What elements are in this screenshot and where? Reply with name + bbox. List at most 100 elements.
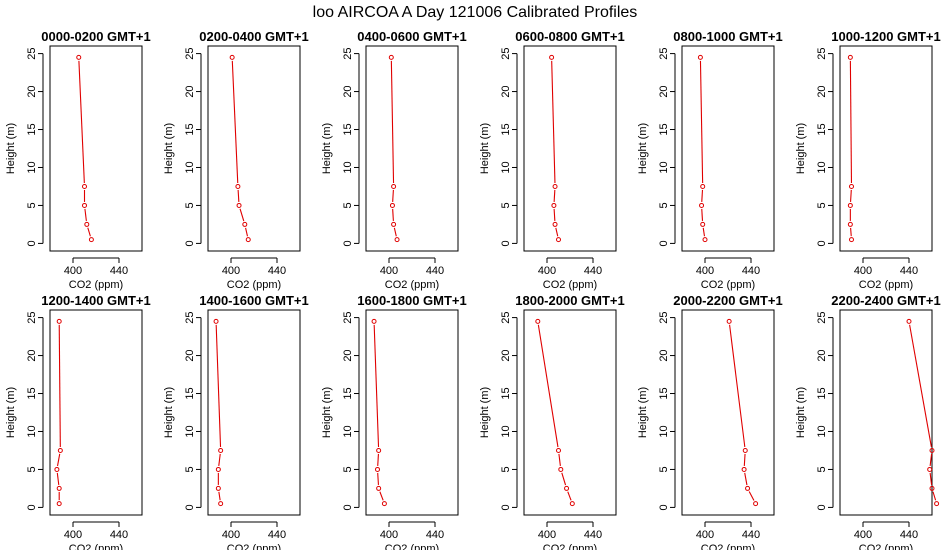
data-point — [218, 501, 224, 507]
panel-title: 1200-1400 GMT+1 — [41, 293, 150, 308]
y-axis-label: Height (m) — [795, 123, 807, 174]
y-tick-label: 0 — [342, 504, 354, 510]
data-point — [549, 54, 555, 60]
series-line-segment — [553, 189, 556, 202]
data-point — [82, 183, 87, 189]
y-tick-label: 25 — [26, 311, 38, 323]
data-point — [700, 221, 706, 227]
chart-panel-11: 2000-2200 GMT+1 0 5 10 15 20 25 Height (m) 400 44… — [637, 293, 783, 550]
x-axis-label: CO2 (ppm) — [227, 279, 281, 291]
data-point — [391, 221, 397, 227]
series-line-segment — [744, 472, 748, 486]
y-tick-label: 20 — [658, 349, 670, 361]
y-tick-label: 0 — [658, 504, 670, 510]
data-point — [245, 237, 251, 243]
data-point — [700, 183, 706, 189]
data-point — [381, 501, 387, 507]
y-axis-label: Height (m) — [163, 123, 175, 174]
y-tick-label: 15 — [500, 387, 512, 399]
x-axis-label: CO2 (ppm) — [859, 279, 913, 291]
y-tick-label: 5 — [658, 466, 670, 472]
plot-frame — [365, 309, 459, 516]
series-line-segment — [537, 324, 559, 448]
y-tick-label: 15 — [816, 123, 828, 135]
y-tick-label: 15 — [26, 387, 38, 399]
y-tick-label: 10 — [500, 161, 512, 173]
series-line-segment — [551, 60, 556, 183]
y-tick-label: 20 — [26, 85, 38, 97]
y-axis-label: Height (m) — [5, 123, 17, 174]
data-point — [388, 54, 394, 60]
panel-title: 1600-1800 GMT+1 — [357, 293, 466, 308]
x-tick-label: 400 — [538, 529, 556, 541]
series-line-segment — [245, 227, 249, 237]
data-point — [389, 202, 395, 208]
data-point — [934, 501, 940, 507]
x-tick-label: 400 — [222, 265, 240, 277]
data-point — [88, 237, 94, 243]
y-axis-label: Height (m) — [637, 387, 649, 438]
data-point — [376, 485, 382, 491]
chart-panel-12: 2200-2400 GMT+1 0 5 10 15 20 25 Height (m) 400 44… — [795, 293, 941, 550]
data-point — [745, 485, 751, 491]
series-line-segment — [377, 453, 379, 466]
panel-title: 0600-0800 GMT+1 — [515, 29, 624, 44]
y-tick-label: 5 — [184, 466, 196, 472]
data-point — [215, 485, 221, 491]
plot-frame — [839, 45, 933, 252]
data-point — [849, 237, 854, 243]
series-line-segment — [218, 453, 221, 467]
x-tick-label: 440 — [110, 529, 128, 541]
data-point — [84, 221, 90, 227]
y-axis-label: Height (m) — [321, 387, 333, 438]
data-point — [847, 54, 853, 60]
y-tick-label: 10 — [816, 161, 828, 173]
data-point — [556, 447, 561, 453]
series-line-segment — [932, 491, 937, 501]
data-point — [218, 447, 224, 453]
x-tick-label: 400 — [64, 265, 82, 277]
data-point — [236, 202, 242, 208]
y-tick-label: 0 — [658, 240, 670, 246]
x-axis-label: CO2 (ppm) — [859, 543, 913, 550]
y-tick-label: 25 — [658, 311, 670, 323]
y-axis-label: Height (m) — [795, 387, 807, 438]
series-line-segment — [215, 324, 222, 447]
y-tick-label: 25 — [500, 311, 512, 323]
x-tick-label: 440 — [584, 265, 602, 277]
data-point — [753, 501, 759, 507]
y-tick-label: 5 — [184, 202, 196, 208]
y-axis-label: Height (m) — [637, 123, 649, 174]
y-tick-label: 25 — [816, 311, 828, 323]
y-tick-label: 0 — [26, 240, 38, 246]
y-tick-label: 15 — [658, 387, 670, 399]
chart-panel-5: 0800-1000 GMT+1 0 5 10 15 20 25 Height (m) 400 44… — [637, 29, 783, 291]
plot-frame — [49, 309, 143, 516]
plot-frame — [523, 309, 617, 516]
series-line-segment — [237, 189, 240, 202]
x-axis-label: CO2 (ppm) — [69, 543, 123, 550]
x-tick-label: 440 — [426, 265, 444, 277]
x-tick-label: 400 — [538, 265, 556, 277]
data-point — [564, 485, 570, 491]
chart-panel-8: 1400-1600 GMT+1 0 5 10 15 20 25 Height (m) 400 44… — [163, 293, 309, 550]
x-tick-label: 400 — [854, 529, 872, 541]
y-tick-label: 5 — [658, 202, 670, 208]
x-axis-label: CO2 (ppm) — [543, 543, 597, 550]
data-point — [82, 202, 87, 208]
series-line-segment — [218, 491, 221, 501]
y-tick-label: 0 — [184, 240, 196, 246]
series-line-segment — [555, 227, 559, 237]
series-line-segment — [701, 189, 704, 202]
data-point — [394, 237, 400, 243]
data-point — [927, 466, 933, 472]
y-tick-label: 0 — [184, 504, 196, 510]
y-tick-label: 10 — [26, 161, 38, 173]
y-tick-label: 20 — [658, 85, 670, 97]
series-line-segment — [373, 324, 380, 447]
y-tick-label: 25 — [816, 47, 828, 59]
data-point — [906, 318, 912, 324]
y-tick-label: 0 — [816, 504, 828, 510]
figure-title: loo AIRCOA A Day 121006 Calibrated Profi… — [313, 4, 638, 21]
y-tick-label: 25 — [342, 311, 354, 323]
